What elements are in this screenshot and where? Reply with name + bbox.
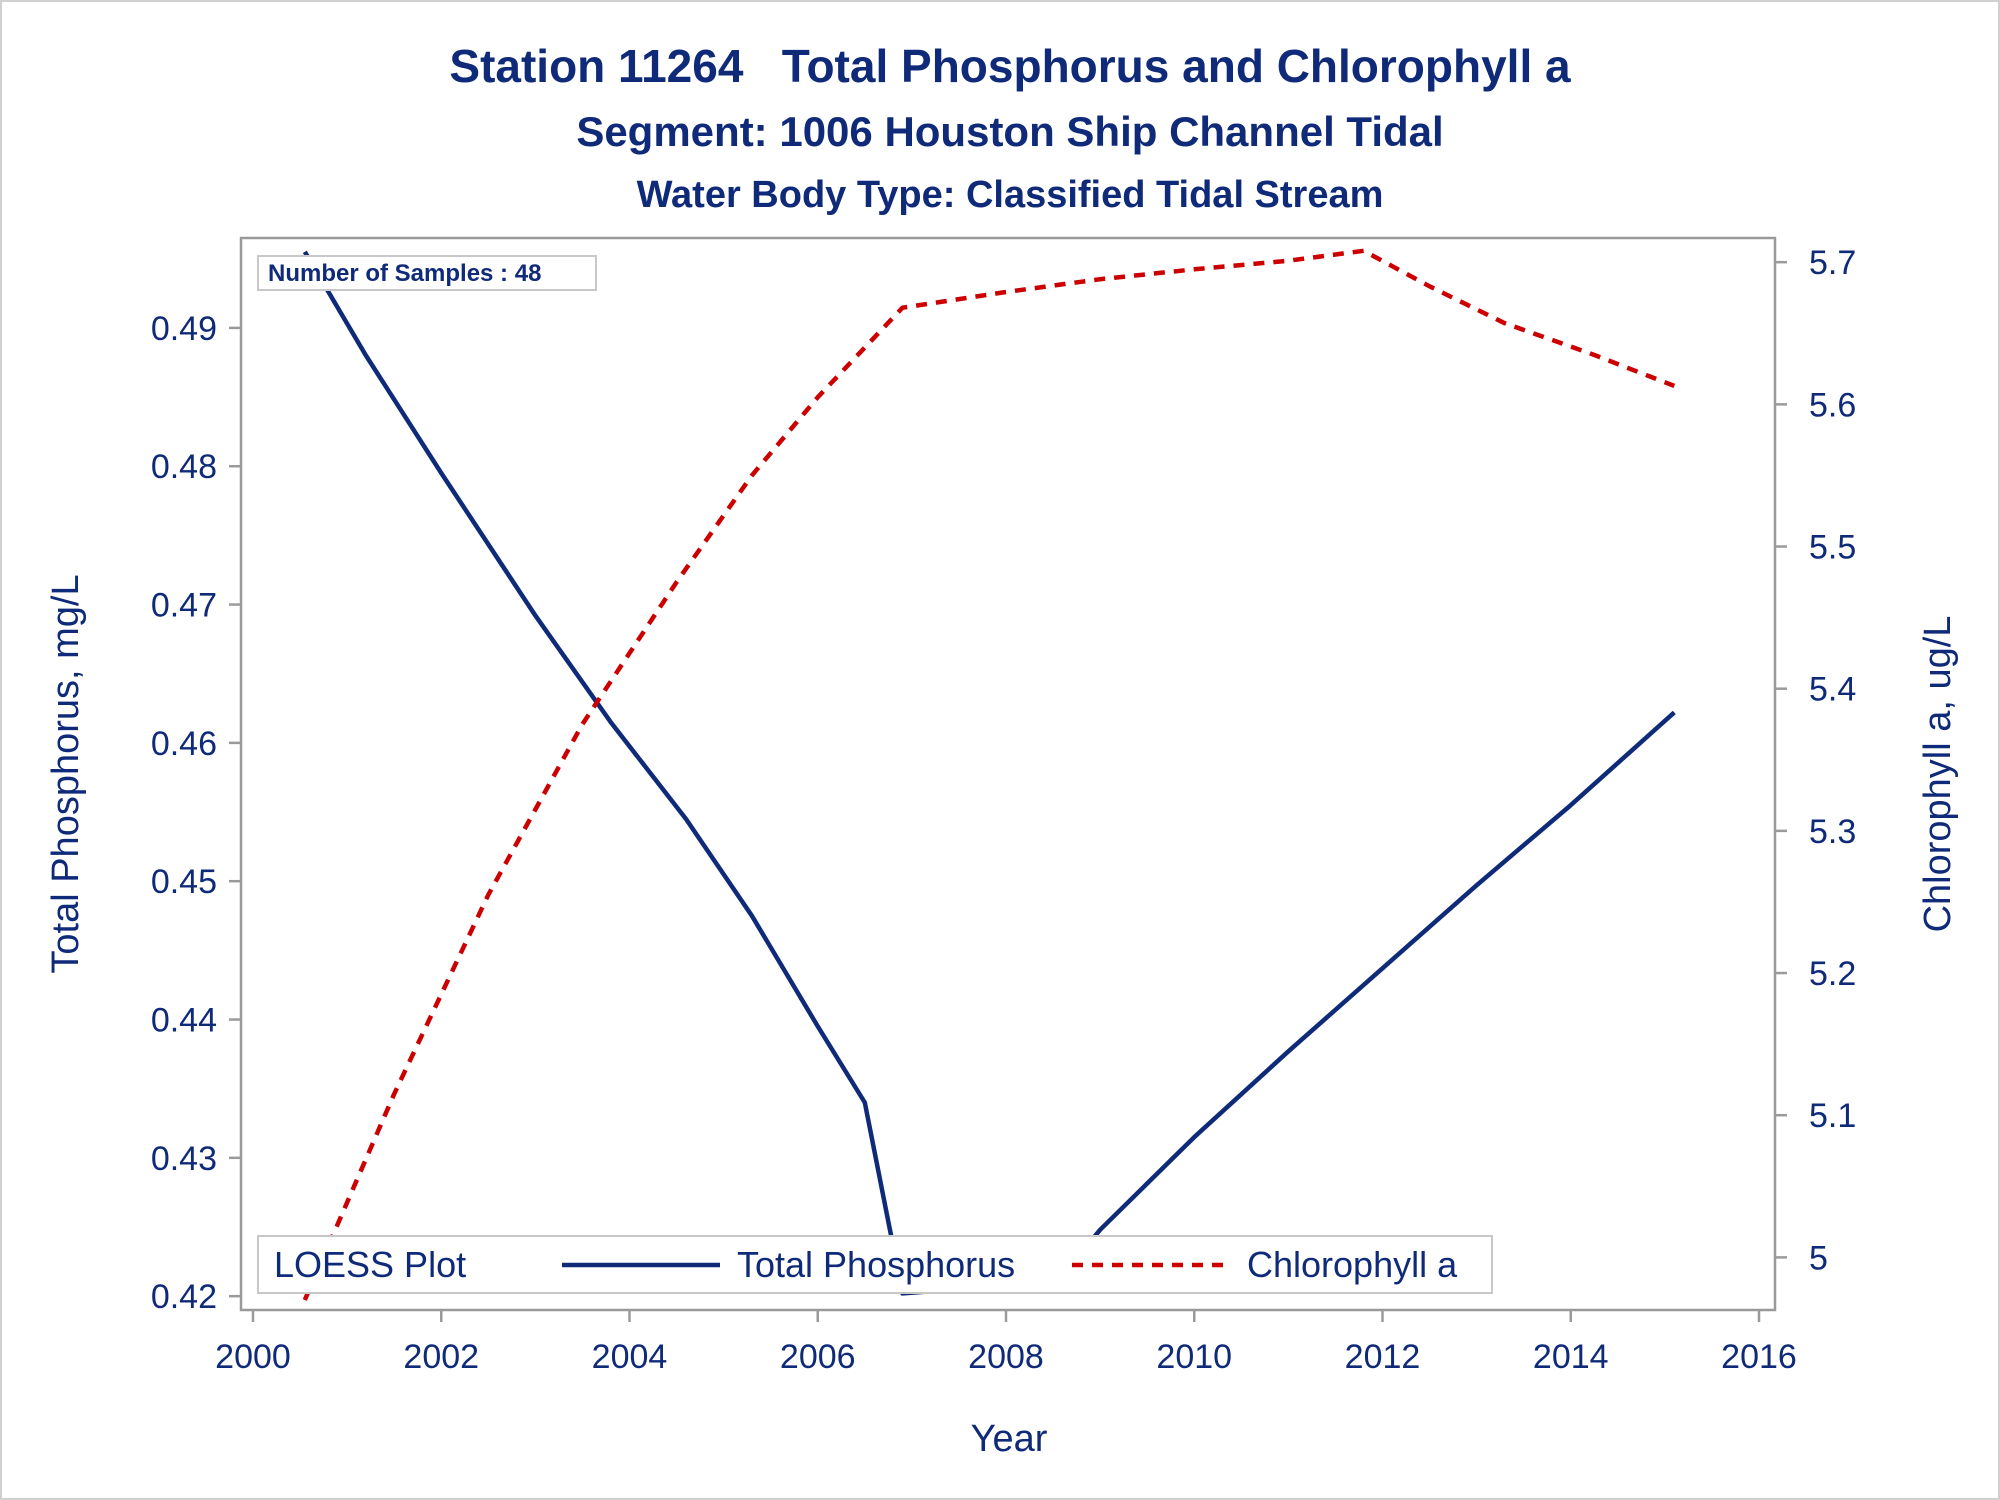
plot-area [239, 236, 1777, 1312]
y-right-tick-label: 5.2 [1809, 955, 1856, 993]
y-left-tick-label: 0.47 [151, 587, 217, 625]
sample-count-box [257, 255, 597, 291]
chart-subtitle: Segment: 1006 Houston Ship Channel Tidal [576, 108, 1443, 155]
y-left-tick-label: 0.49 [151, 310, 217, 348]
legend-title: LOESS Plot [274, 1244, 466, 1285]
y-left-tick-label: 0.45 [151, 863, 217, 901]
x-tick-label: 2010 [1156, 1338, 1232, 1376]
y-axis-left: 0.42 0.43 0.44 0.45 0.46 0.47 0.48 0.49 [151, 310, 241, 1316]
x-axis: 2000 2002 2004 2006 2008 2010 2012 2014 2016 [215, 1310, 1797, 1376]
x-tick-label: 2008 [968, 1338, 1044, 1376]
x-tick-label: 2012 [1345, 1338, 1421, 1376]
y-left-tick-label: 0.43 [151, 1140, 217, 1178]
y-axis-left-label: Total Phosphorus, mg/L [45, 574, 87, 973]
legend-label-total-phosphorus: Total Phosphorus [737, 1244, 1015, 1285]
y-axis-right: 5 5.1 5.2 5.3 5.4 5.5 5.6 5.7 [1775, 244, 1856, 1277]
y-right-tick-label: 5.3 [1809, 813, 1856, 851]
y-left-tick-label: 0.42 [151, 1278, 217, 1316]
chart-subtitle-2: Water Body Type: Classified Tidal Stream [637, 174, 1384, 216]
y-right-tick-label: 5 [1809, 1239, 1828, 1277]
series-line-chlorophyll-a [302, 248, 1676, 1301]
x-tick-label: 2006 [780, 1338, 856, 1376]
x-tick-label: 2014 [1533, 1338, 1609, 1376]
legend-box [257, 1235, 1493, 1294]
y-right-tick-label: 5.5 [1809, 529, 1856, 567]
sample-count-text: Number of Samples : 48 [268, 260, 541, 287]
series-line-total-phosphorus [302, 250, 1676, 1296]
y-right-tick-label: 5.4 [1809, 671, 1856, 709]
x-tick-label: 2004 [592, 1338, 668, 1376]
x-tick-label: 2016 [1721, 1338, 1797, 1376]
x-axis-label: Year [971, 1418, 1048, 1460]
x-tick-label: 2000 [215, 1338, 291, 1376]
legend-label-chlorophyll-a: Chlorophyll a [1247, 1244, 1458, 1285]
y-right-tick-label: 5.6 [1809, 386, 1856, 424]
chart-title: Station 11264 Total Phosphorus and Chlor… [449, 40, 1571, 92]
x-tick-label: 2002 [403, 1338, 479, 1376]
y-right-tick-label: 5.1 [1809, 1097, 1856, 1135]
series-layer [302, 248, 1676, 1301]
y-left-tick-label: 0.46 [151, 725, 217, 763]
y-axis-right-label: Chlorophyll a, ug/L [1917, 616, 1959, 933]
y-right-tick-label: 5.7 [1809, 244, 1856, 282]
y-left-tick-label: 0.44 [151, 1002, 217, 1040]
y-left-tick-label: 0.48 [151, 448, 217, 486]
